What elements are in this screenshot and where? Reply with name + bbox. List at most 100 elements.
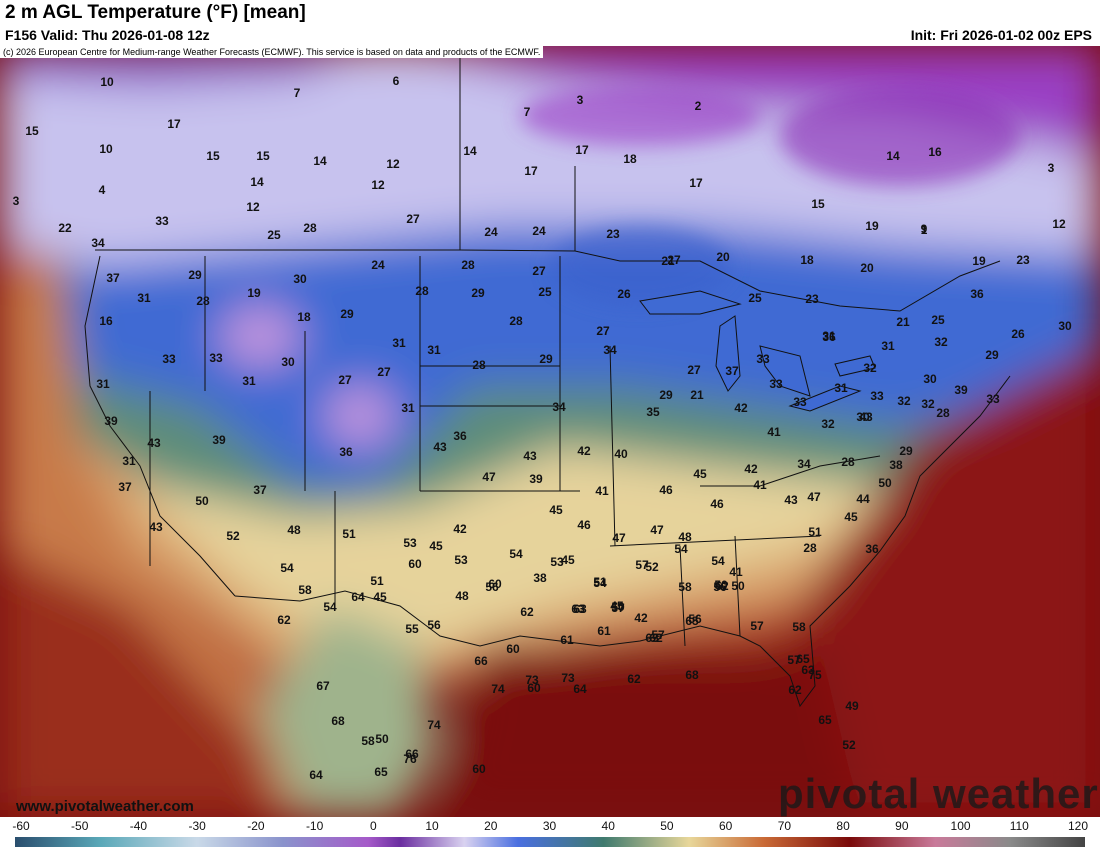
temperature-value: 68: [685, 668, 699, 682]
temperature-value: 57: [787, 653, 801, 667]
temperature-value: 34: [91, 236, 105, 250]
temperature-value: 57: [651, 628, 665, 642]
colorbar-tick-label: 50: [660, 819, 674, 833]
temperature-value: 31: [401, 401, 415, 415]
source-url[interactable]: www.pivotalweather.com: [16, 798, 194, 815]
temperature-value: 33: [870, 389, 884, 403]
temperature-value: 28: [415, 284, 429, 298]
temperature-value: 76: [403, 752, 417, 766]
temperature-value: 49: [845, 699, 859, 713]
temperature-value: 15: [256, 149, 270, 163]
temperature-value: 42: [453, 522, 467, 536]
temperature-value: 31: [122, 454, 136, 468]
temperature-value: 38: [889, 458, 903, 472]
temperature-value: 45: [429, 539, 443, 553]
temperature-value: 33: [155, 214, 169, 228]
temperature-value: 20: [716, 250, 730, 264]
temperature-value: 51: [342, 527, 356, 541]
colorbar-tick-label: 70: [777, 819, 792, 833]
temperature-value: 30: [281, 355, 295, 369]
temperature-value: 33: [162, 352, 176, 366]
temperature-value: 28: [472, 358, 486, 372]
temperature-value: 67: [316, 679, 330, 693]
temperature-value: 26: [1011, 327, 1025, 341]
temperature-value: 32: [934, 335, 948, 349]
temperature-value: 64: [351, 590, 365, 604]
temperature-value: 9: [920, 222, 928, 236]
temperature-value: 63: [571, 602, 585, 616]
temperature-value: 41: [767, 425, 781, 439]
temperature-value: 55: [405, 622, 419, 636]
temperature-value: 18: [623, 152, 637, 166]
temperature-value: 31: [834, 381, 848, 395]
temperature-value: 23: [805, 292, 819, 306]
temperature-value: 32: [821, 417, 835, 431]
temperature-value: 27: [377, 365, 391, 379]
temperature-value: 31: [137, 291, 151, 305]
temperature-value: 62: [788, 683, 802, 697]
temperature-value: 25: [931, 313, 945, 327]
temperature-value: 14: [886, 149, 900, 163]
temperature-value: 36: [822, 330, 836, 344]
temperature-value: 53: [454, 553, 468, 567]
temperature-value: 34: [603, 343, 617, 357]
temperature-value: 58: [361, 734, 375, 748]
temperature-value: 29: [471, 286, 485, 300]
temperature-value: 42: [634, 611, 648, 625]
temperature-map: (c) 2026 European Centre for Medium-rang…: [0, 46, 1100, 817]
temperature-value: 29: [188, 268, 202, 282]
temperature-value: 29: [985, 348, 999, 362]
temperature-value: 51: [808, 525, 822, 539]
temperature-value: 50: [714, 578, 728, 592]
temperature-value: 50: [375, 732, 389, 746]
temperature-value: 65: [374, 765, 388, 779]
temperature-value: 52: [645, 560, 659, 574]
colorbar-tick-label: 20: [484, 819, 498, 833]
temperature-value: 60: [472, 762, 486, 776]
temperature-value: 21: [896, 315, 910, 329]
temperature-value: 73: [525, 673, 539, 687]
map-borders: [84, 46, 1011, 708]
temperature-value: 15: [206, 149, 220, 163]
colorbar-tick-label: -40: [129, 819, 148, 833]
temperature-value: 12: [371, 178, 385, 192]
colorbar-tick-label: 0: [369, 819, 377, 833]
temperature-value: 65: [818, 713, 832, 727]
temperature-value: 3: [12, 194, 20, 208]
temperature-value: 33: [793, 395, 807, 409]
temperature-value: 19: [972, 254, 986, 268]
temperature-value: 7: [523, 105, 531, 119]
colorbar-gradient: [15, 837, 1085, 847]
temperature-value: 36: [339, 445, 353, 459]
temperature-value: 56: [713, 580, 727, 594]
temperature-value: 50: [731, 579, 745, 593]
temperature-value: 17: [524, 164, 538, 178]
colorbar-tick-label: 40: [601, 819, 615, 833]
temperature-value: 10: [99, 142, 113, 156]
temperature-value: 31: [822, 329, 836, 343]
temperature-value: 48: [287, 523, 301, 537]
temperature-value: 48: [678, 530, 692, 544]
temperature-value: 40: [614, 447, 628, 461]
model-init-time: Init: Fri 2026-01-02 00z EPS: [910, 27, 1092, 43]
temperature-value: 54: [509, 547, 523, 561]
temperature-value: 63: [801, 663, 815, 677]
temperature-value: 30: [856, 410, 870, 424]
colorbar-tick-label: -30: [188, 819, 206, 833]
temperature-field: [0, 46, 1100, 817]
temperature-value: 48: [455, 589, 469, 603]
temperature-value: 23: [1016, 253, 1030, 267]
temperature-value: 51: [370, 574, 384, 588]
temperature-value: 14: [250, 175, 264, 189]
colorbar-tick-label: 120: [1067, 819, 1089, 833]
temperature-value: 27: [532, 264, 546, 278]
temperature-value: 45: [561, 553, 575, 567]
temperature-value: 75: [808, 668, 822, 682]
temperature-value: 34: [797, 457, 811, 471]
temperature-value: 30: [293, 272, 307, 286]
temperature-value: 64: [573, 682, 587, 696]
temperature-value: 47: [612, 531, 626, 545]
temperature-value: 39: [954, 383, 968, 397]
temperature-value: 19: [247, 286, 261, 300]
temperature-value: 65: [796, 652, 810, 666]
